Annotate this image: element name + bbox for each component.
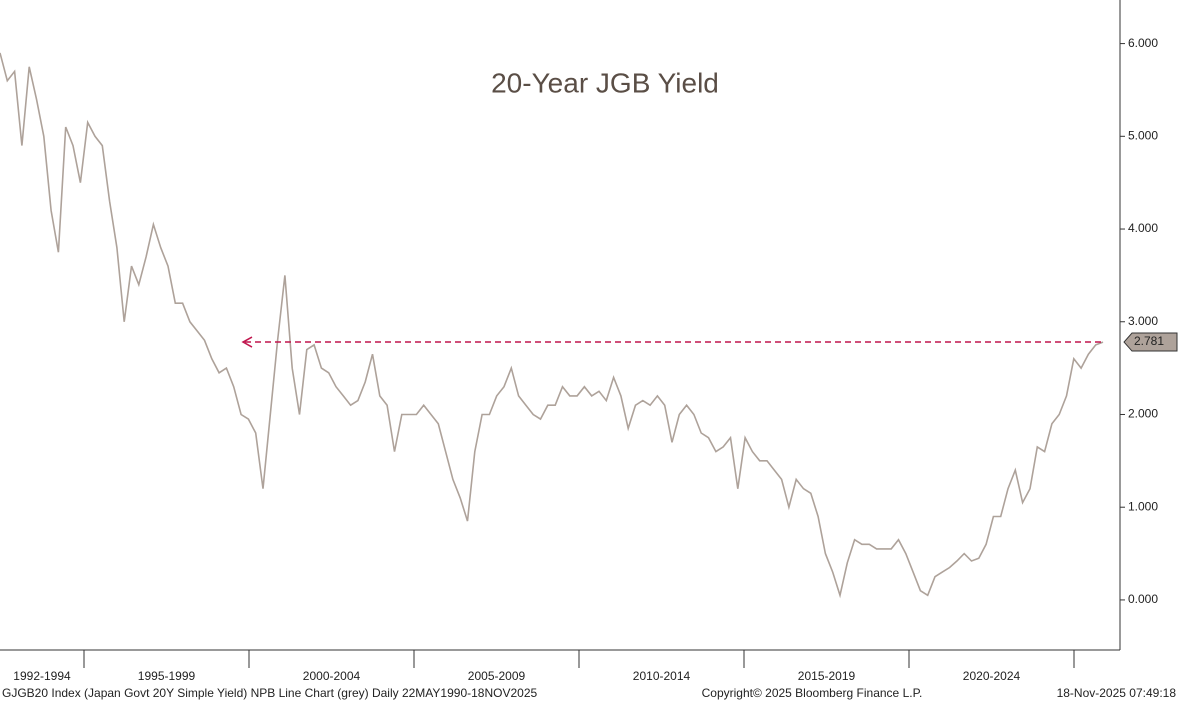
x-tick-label: 2000-2004 bbox=[303, 669, 361, 683]
last-value-box bbox=[1123, 332, 1178, 352]
x-tick-label: 1992-1994 bbox=[13, 669, 71, 683]
line-series bbox=[0, 52, 1104, 599]
y-tick-label: 3.000 bbox=[1128, 314, 1158, 328]
y-tick-label: 2.000 bbox=[1128, 407, 1158, 421]
x-tick-label: 2010-2014 bbox=[633, 669, 691, 683]
footer-center: Copyright© 2025 Bloomberg Finance L.P. bbox=[702, 686, 923, 700]
x-tick-label: 1995-1999 bbox=[138, 669, 196, 683]
reference-arrow bbox=[241, 336, 253, 348]
y-tick-label: 0.000 bbox=[1128, 592, 1158, 606]
last-value-label: 2.781 bbox=[1134, 334, 1164, 348]
y-tick-label: 1.000 bbox=[1128, 499, 1158, 513]
y-tick-label: 4.000 bbox=[1128, 221, 1158, 235]
y-tick-label: 5.000 bbox=[1128, 128, 1158, 142]
footer-left: GJGB20 Index (Japan Govt 20Y Simple Yiel… bbox=[2, 686, 537, 700]
x-tick-label: 2015-2019 bbox=[798, 669, 856, 683]
footer-right: 18-Nov-2025 07:49:18 bbox=[1057, 686, 1177, 700]
chart-title: 20-Year JGB Yield bbox=[491, 67, 719, 98]
x-tick-label: 2005-2009 bbox=[468, 669, 526, 683]
x-tick-label: 2020-2024 bbox=[963, 669, 1021, 683]
y-tick-label: 6.000 bbox=[1128, 36, 1158, 50]
